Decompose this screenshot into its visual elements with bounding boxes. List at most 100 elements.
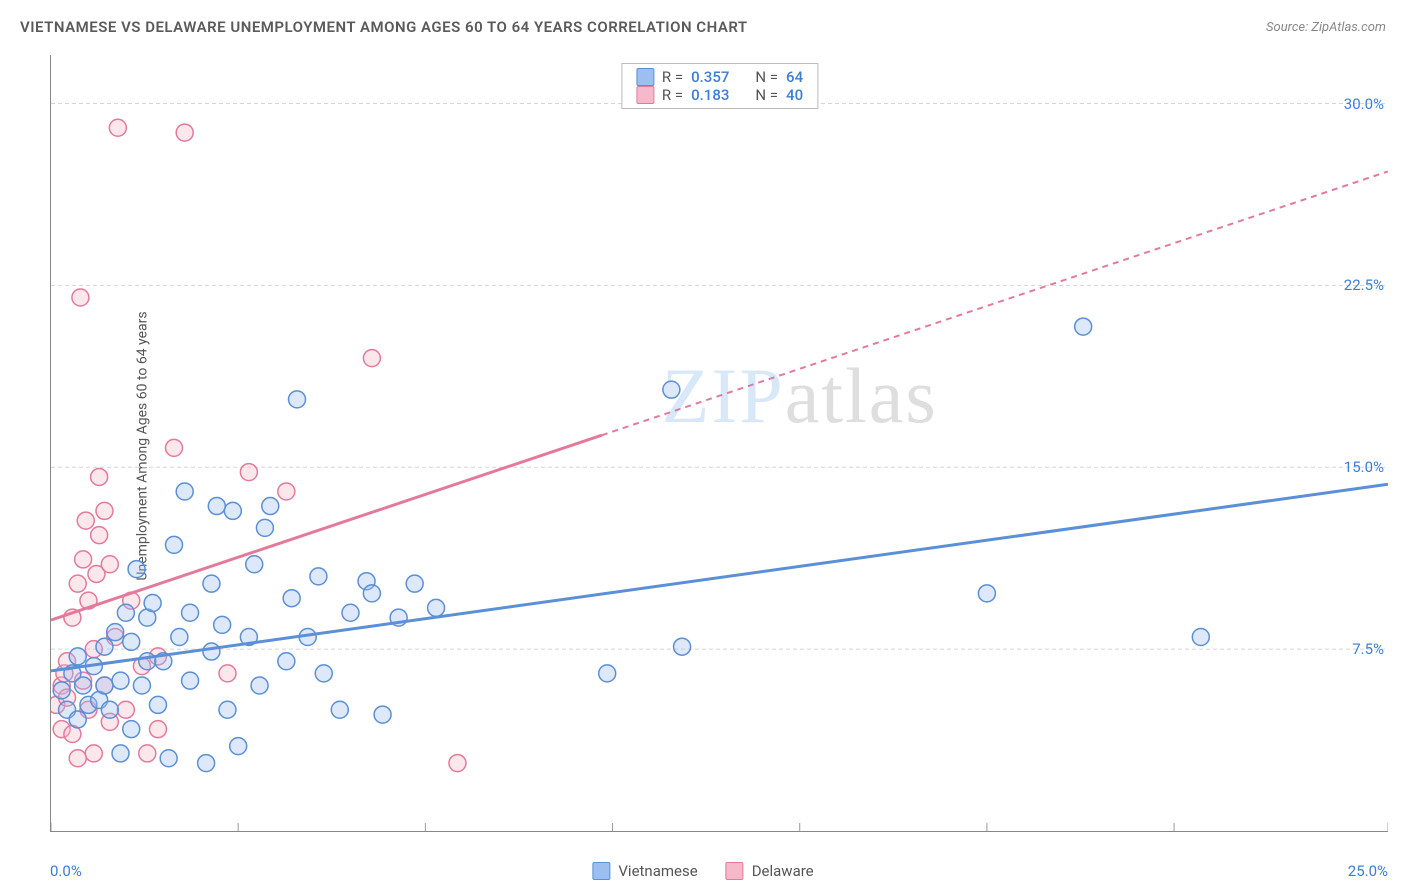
vietnamese-point [251, 677, 268, 694]
n-label: N = [755, 68, 778, 86]
vietnamese-point [160, 750, 177, 767]
plot-area: R =0.357N =64R =0.183N =40 ZIPatlas [50, 55, 1388, 832]
vietnamese-point [224, 502, 241, 519]
r-value: 0.357 [691, 68, 729, 86]
delaware-point [109, 119, 126, 136]
vietnamese-point [112, 672, 129, 689]
y-tick-label: 30.0% [1344, 95, 1384, 113]
delaware-point [117, 701, 134, 718]
vietnamese-point [663, 381, 680, 398]
delaware-point [278, 483, 295, 500]
legend-label: Delaware [752, 862, 814, 880]
stats-legend-box: R = 0.357 N = 64 R = 0.183 N = 40 [621, 63, 818, 109]
vietnamese-point [171, 629, 188, 646]
chart-title: VIETNAMESE VS DELAWARE UNEMPLOYMENT AMON… [20, 18, 748, 36]
vietnamese-swatch-icon [592, 862, 610, 880]
vietnamese-point [978, 585, 995, 602]
vietnamese-trendline [51, 484, 1388, 671]
delaware-point [96, 502, 113, 519]
n-value: 40 [786, 86, 803, 104]
vietnamese-point [133, 677, 150, 694]
delaware-point [91, 468, 108, 485]
vietnamese-point [1075, 318, 1092, 335]
vietnamese-point [107, 624, 124, 641]
vietnamese-point [208, 498, 225, 515]
vietnamese-point [331, 701, 348, 718]
r-label: R = [662, 86, 683, 104]
vietnamese-point [96, 677, 113, 694]
vietnamese-swatch-icon [636, 68, 654, 86]
chart-source: Source: ZipAtlas.com [1266, 20, 1386, 35]
delaware-point [363, 350, 380, 367]
legend-item-delaware: Delaware [726, 862, 814, 880]
vietnamese-point [214, 616, 231, 633]
delaware-swatch-icon [726, 862, 744, 880]
vietnamese-point [230, 738, 247, 755]
vietnamese-point [182, 604, 199, 621]
vietnamese-point [117, 604, 134, 621]
delaware-trendline [51, 435, 602, 620]
vietnamese-point [96, 638, 113, 655]
n-label: N = [755, 86, 778, 104]
delaware-point [219, 665, 236, 682]
vietnamese-point [278, 653, 295, 670]
delaware-point [72, 289, 89, 306]
delaware-point [91, 527, 108, 544]
vietnamese-point [203, 643, 220, 660]
legend-label: Vietnamese [618, 862, 697, 880]
vietnamese-point [53, 682, 70, 699]
delaware-point [101, 556, 118, 573]
vietnamese-point [428, 599, 445, 616]
vietnamese-point [406, 575, 423, 592]
vietnamese-point [310, 568, 327, 585]
delaware-point [85, 745, 102, 762]
vietnamese-point [182, 672, 199, 689]
vietnamese-point [101, 701, 118, 718]
delaware-point [69, 750, 86, 767]
chart-header: VIETNAMESE VS DELAWARE UNEMPLOYMENT AMON… [20, 18, 1386, 36]
delaware-point [166, 439, 183, 456]
vietnamese-point [363, 585, 380, 602]
vietnamese-point [374, 706, 391, 723]
vietnamese-point [289, 391, 306, 408]
delaware-point [240, 464, 257, 481]
r-value: 0.183 [691, 86, 729, 104]
bottom-legend: Vietnamese Delaware [592, 862, 813, 880]
vietnamese-point [262, 498, 279, 515]
r-label: R = [662, 68, 683, 86]
stats-row: R = 0.357 N = 64 [636, 68, 803, 86]
vietnamese-point [674, 638, 691, 655]
vietnamese-point [166, 536, 183, 553]
delaware-point [75, 551, 92, 568]
vietnamese-point [203, 575, 220, 592]
y-tick-label: 15.0% [1344, 458, 1384, 476]
vietnamese-point [219, 701, 236, 718]
x-origin-label: 0.0% [50, 862, 82, 880]
y-tick-label: 7.5% [1352, 640, 1384, 658]
scatter-plot-svg [51, 55, 1388, 831]
vietnamese-point [149, 696, 166, 713]
vietnamese-point [176, 483, 193, 500]
delaware-swatch-icon [636, 86, 654, 104]
vietnamese-point [128, 561, 145, 578]
vietnamese-point [69, 711, 86, 728]
vietnamese-point [1192, 629, 1209, 646]
delaware-point [139, 745, 156, 762]
delaware-point [176, 124, 193, 141]
vietnamese-point [123, 633, 140, 650]
vietnamese-point [112, 745, 129, 762]
vietnamese-point [342, 604, 359, 621]
stats-row: R = 0.183 N = 40 [636, 86, 803, 104]
vietnamese-point [69, 648, 86, 665]
vietnamese-point [144, 595, 161, 612]
vietnamese-point [599, 665, 616, 682]
delaware-point [449, 755, 466, 772]
vietnamese-point [315, 665, 332, 682]
vietnamese-point [246, 556, 263, 573]
delaware-point [77, 512, 94, 529]
vietnamese-point [75, 677, 92, 694]
n-value: 64 [786, 68, 803, 86]
x-end-label: 25.0% [1348, 862, 1388, 880]
legend-item-vietnamese: Vietnamese [592, 862, 697, 880]
vietnamese-point [123, 721, 140, 738]
